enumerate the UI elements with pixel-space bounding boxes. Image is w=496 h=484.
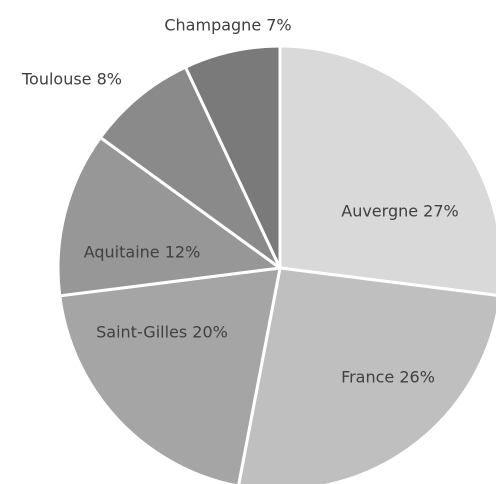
pie-slice <box>58 266 282 484</box>
pie-slice <box>237 266 496 484</box>
data-label: France 26% <box>341 368 435 387</box>
pie-slice <box>98 65 282 270</box>
pie-slice <box>278 44 496 297</box>
pie-slice <box>183 44 282 270</box>
data-label: Aquitaine 12% <box>84 243 201 262</box>
data-label: Auvergne 27% <box>341 202 458 221</box>
data-label: Champagne 7% <box>164 16 291 35</box>
pie-slice <box>56 136 282 298</box>
data-label: Saint-Gilles 20% <box>96 323 228 342</box>
data-label: Toulouse 8% <box>21 70 122 89</box>
